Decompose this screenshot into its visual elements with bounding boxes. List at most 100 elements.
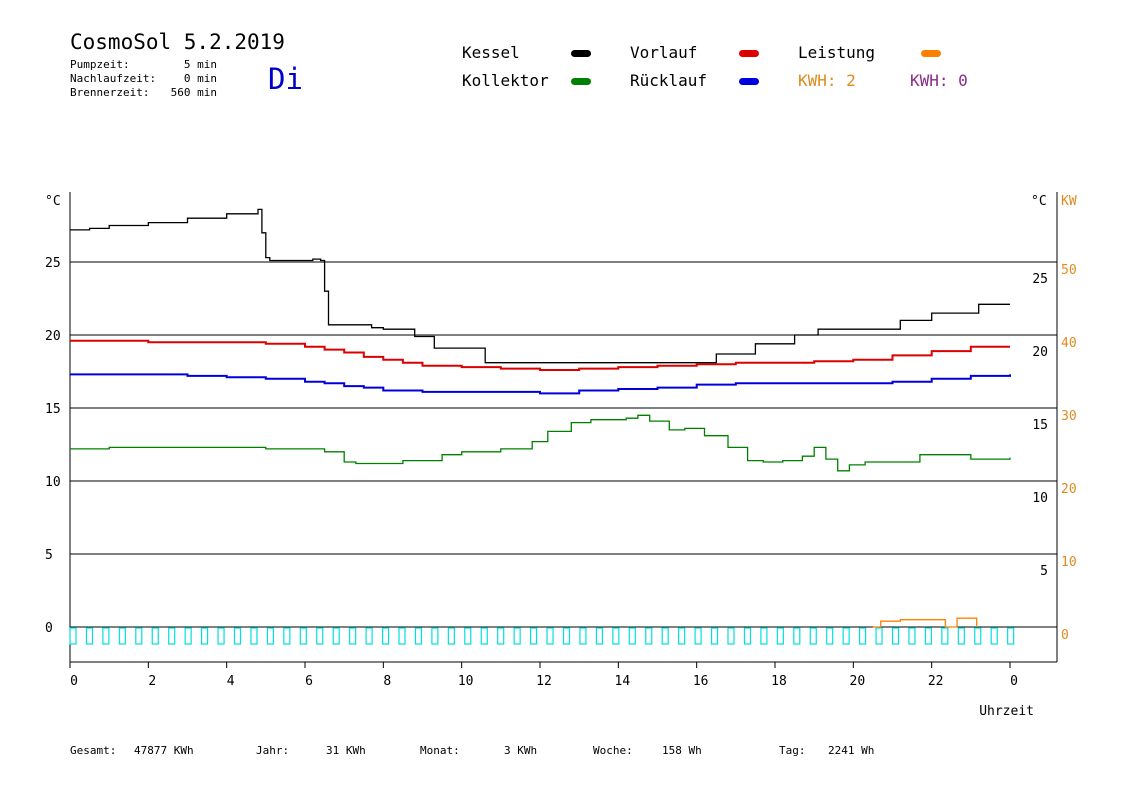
pump-mark (102, 627, 110, 645)
pump-mark (299, 627, 307, 645)
pump-mark (842, 627, 850, 645)
y-tick-kw: 50 (1061, 263, 1077, 278)
x-tick-label: 0 (70, 674, 78, 689)
x-tick-label: 14 (615, 674, 631, 689)
gesamt-value: 47877 KWh (134, 744, 194, 757)
y-unit-left: °C (45, 194, 61, 209)
pump-mark (809, 627, 817, 645)
pump-mark (990, 627, 998, 645)
y-tick-kw: 30 (1061, 409, 1077, 424)
tag-label: Tag: (779, 744, 806, 757)
x-tick-label: 22 (928, 674, 944, 689)
pumpzeit-value: 5 min (183, 58, 217, 71)
y-tick-left: 10 (45, 475, 61, 490)
y-unit-right: °C (1031, 194, 1047, 209)
pump-mark (743, 627, 752, 645)
x-tick-label: 18 (771, 674, 787, 689)
pump-mark (447, 627, 455, 645)
legend-leistung-swatch (921, 50, 941, 57)
woche-value: 158 Wh (662, 744, 702, 757)
pump-mark (924, 627, 933, 645)
kwh-purple-label: KWH: 0 (910, 71, 968, 90)
pump-mark (891, 627, 900, 645)
legend-ruecklauf-swatch (739, 78, 759, 85)
legend-kessel-swatch (571, 50, 591, 57)
legend-vorlauf-swatch (739, 50, 759, 57)
y-tick-kw: 10 (1061, 555, 1077, 570)
pump-mark (529, 627, 538, 645)
y-tick-right: 10 (1032, 491, 1048, 506)
pump-mark (628, 627, 636, 645)
legend-ruecklauf-label: Rücklauf (630, 71, 708, 90)
pump-mark (974, 627, 982, 645)
pump-mark (858, 627, 867, 645)
pump-mark (85, 627, 94, 645)
legend-vorlauf-label: Vorlauf (630, 43, 698, 62)
y-tick-left: 5 (45, 548, 53, 563)
y-tick-kw: 20 (1061, 482, 1077, 497)
pump-mark (645, 627, 653, 645)
monat-value: 3 KWh (504, 744, 538, 757)
x-tick-label: 10 (458, 674, 474, 689)
tag-value: 2241 Wh (828, 744, 875, 757)
pump-mark (69, 627, 77, 645)
pump-mark (727, 627, 735, 645)
y-unit-kw: KW (1061, 194, 1077, 209)
pump-mark (151, 627, 159, 645)
pump-mark (776, 627, 784, 645)
weekday-label: Di (268, 62, 303, 96)
y-tick-right: 15 (1032, 418, 1048, 433)
pump-mark (233, 627, 242, 645)
pump-mark (414, 627, 423, 645)
chart-series (70, 208, 1011, 628)
x-tick-label: 16 (693, 674, 709, 689)
pump-mark (694, 627, 702, 645)
y-tick-left: 0 (45, 621, 53, 636)
kwh-orange-label: KWH: 2 (798, 71, 856, 90)
pump-mark (332, 627, 340, 645)
pump-mark (464, 627, 472, 645)
x-axis-label: Uhrzeit (979, 704, 1034, 719)
pump-mark (398, 627, 406, 645)
x-tick-label: 12 (536, 674, 552, 689)
series-kessel (70, 208, 1010, 364)
pump-mark (497, 627, 505, 645)
y-tick-kw: 40 (1061, 336, 1077, 351)
pump-mark (201, 627, 209, 645)
series-vorlauf (70, 339, 1010, 371)
pump-mark (349, 627, 357, 645)
brennerzeit-label: Brennerzeit: (70, 86, 150, 99)
y-tick-right: 25 (1032, 272, 1048, 287)
x-tick-label: 2 (148, 674, 156, 689)
pump-mark (217, 627, 225, 645)
pump-mark (661, 627, 669, 645)
jahr-value: 31 KWh (326, 744, 366, 757)
x-tick-label: 0 (1010, 674, 1018, 689)
jahr-label: Jahr: (256, 744, 290, 757)
chart-grid (69, 192, 1058, 668)
pump-mark (957, 627, 965, 645)
pump-mark (513, 627, 521, 645)
x-tick-label: 20 (850, 674, 866, 689)
legend-kollektor-label: Kollektor (462, 71, 549, 90)
pump-mark (826, 627, 834, 645)
pump-mark (908, 627, 916, 645)
pump-mark (1007, 627, 1015, 645)
x-tick-label: 8 (383, 674, 391, 689)
pump-mark (283, 627, 291, 645)
pump-mark (316, 627, 324, 645)
series-leistung (872, 617, 978, 628)
legend-leistung-label: Leistung (798, 43, 876, 62)
pump-mark (562, 627, 571, 645)
pump-mark (168, 627, 176, 645)
pump-mark (793, 627, 801, 645)
brennerzeit-value: 560 min (170, 86, 217, 99)
x-tick-label: 6 (305, 674, 313, 689)
gesamt-label: Gesamt: (70, 744, 117, 757)
y-tick-left: 15 (45, 402, 61, 417)
x-tick-label: 4 (227, 674, 235, 689)
pump-mark (266, 627, 274, 645)
pump-mark (118, 627, 126, 645)
